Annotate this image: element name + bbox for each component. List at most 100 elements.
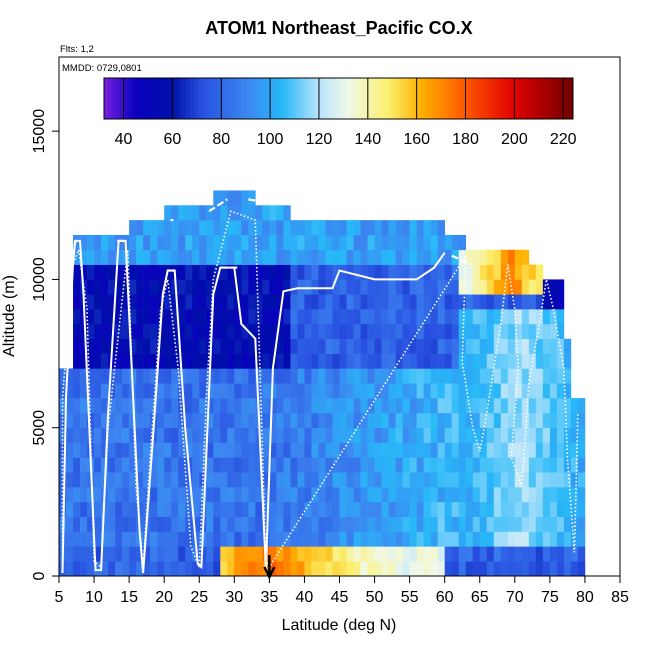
heatmap-cell [542,561,551,577]
heatmap-cell [129,412,137,429]
heatmap-cell [542,309,551,325]
heatmap-cell [472,457,481,473]
heatmap-cell [493,472,502,488]
heatmap-cell [367,457,375,473]
heatmap-cell [514,398,523,414]
heatmap-cell [87,309,95,325]
heatmap-cell [402,501,410,517]
heatmap-cell [94,501,102,517]
heatmap-cell [528,561,537,577]
heatmap-cell [115,412,123,429]
heatmap-cell [66,487,74,503]
heatmap-cell [157,472,165,488]
heatmap-cell [262,457,270,473]
heatmap-cell [108,249,116,265]
heatmap-cell [437,472,445,488]
heatmap-cell [388,531,396,547]
heatmap-cell [374,427,382,443]
heatmap-cell [87,546,95,562]
heatmap-cell [269,294,277,310]
heatmap-cell [276,323,284,340]
heatmap-cell [381,561,389,577]
heatmap-cell [409,353,417,369]
heatmap-cell [528,516,537,532]
heatmap-cell [143,368,151,384]
heatmap-cell [241,412,249,429]
heatmap-cell [192,442,200,458]
heatmap-cell [241,457,249,473]
heatmap-cell [283,323,291,340]
heatmap-cell [115,368,123,384]
heatmap-cell [269,279,277,295]
heatmap-cell [381,472,389,488]
heatmap-cell [325,338,333,354]
heatmap-cell [290,398,298,414]
heatmap-cell [73,427,81,443]
heatmap-cell [108,234,116,251]
heatmap-cell [94,279,102,295]
heatmap-cell [269,205,277,221]
heatmap-cell [360,234,368,251]
heatmap-cell [283,220,291,236]
heatmap-cell [528,279,537,295]
heatmap-cell [73,338,81,354]
heatmap-cell [171,220,179,236]
heatmap-cell [164,205,172,221]
colorbar-segment [311,78,316,119]
heatmap-cell [325,412,333,429]
heatmap-cell [388,338,396,354]
heatmap-cell [80,323,88,340]
heatmap-cell [563,501,572,517]
colorbar-segment [178,78,183,119]
heatmap-cell [444,338,452,354]
x-tick-label: 10 [85,589,103,606]
heatmap-cell [129,531,137,547]
heatmap-cell [171,442,179,458]
heatmap-cell [262,205,270,221]
x-tick-label: 85 [611,589,629,606]
heatmap-cell [304,457,312,473]
heatmap-cell [409,427,417,443]
heatmap-cell [122,279,130,295]
heatmap-cell [213,546,221,562]
heatmap-cell [514,294,523,310]
heatmap-cell [451,487,460,503]
heatmap-cell [87,234,95,251]
heatmap-cell [381,249,389,265]
heatmap-cell [227,294,235,310]
heatmap-cell [66,457,74,473]
heatmap-cell [73,546,81,562]
chart-title: ATOM1 Northeast_Pacific CO.X [205,18,472,38]
heatmap-cell [563,561,572,577]
heatmap-cell [122,383,130,399]
heatmap-cell [409,234,417,251]
heatmap-cell [395,398,403,414]
heatmap-cell [59,487,67,503]
heatmap-cell [101,546,109,562]
heatmap-cell [577,412,586,429]
heatmap-cell [248,457,256,473]
heatmap-cell [80,561,88,577]
heatmap-cell [311,279,319,295]
heatmap-cell [262,338,270,354]
heatmap-cell [360,516,368,532]
heatmap-cell [73,279,81,295]
heatmap-cell [479,412,488,429]
heatmap-cell [269,531,277,547]
heatmap-cell [164,561,172,577]
marker-head [263,566,276,580]
heatmap-cell [248,487,256,503]
heatmap-cell [185,338,193,354]
heatmap-cell [255,323,263,340]
heatmap-cell [500,338,509,354]
heatmap-cell [486,323,495,340]
heatmap-cell [388,442,396,458]
heatmap-cell [283,205,291,221]
heatmap-cell [234,234,242,251]
heatmap-cell [304,309,312,325]
heatmap-cell [423,472,431,488]
heatmap-cell [318,561,326,577]
heatmap-cell [206,487,214,503]
heatmap-cell [388,487,396,503]
heatmap-cell [199,294,207,310]
